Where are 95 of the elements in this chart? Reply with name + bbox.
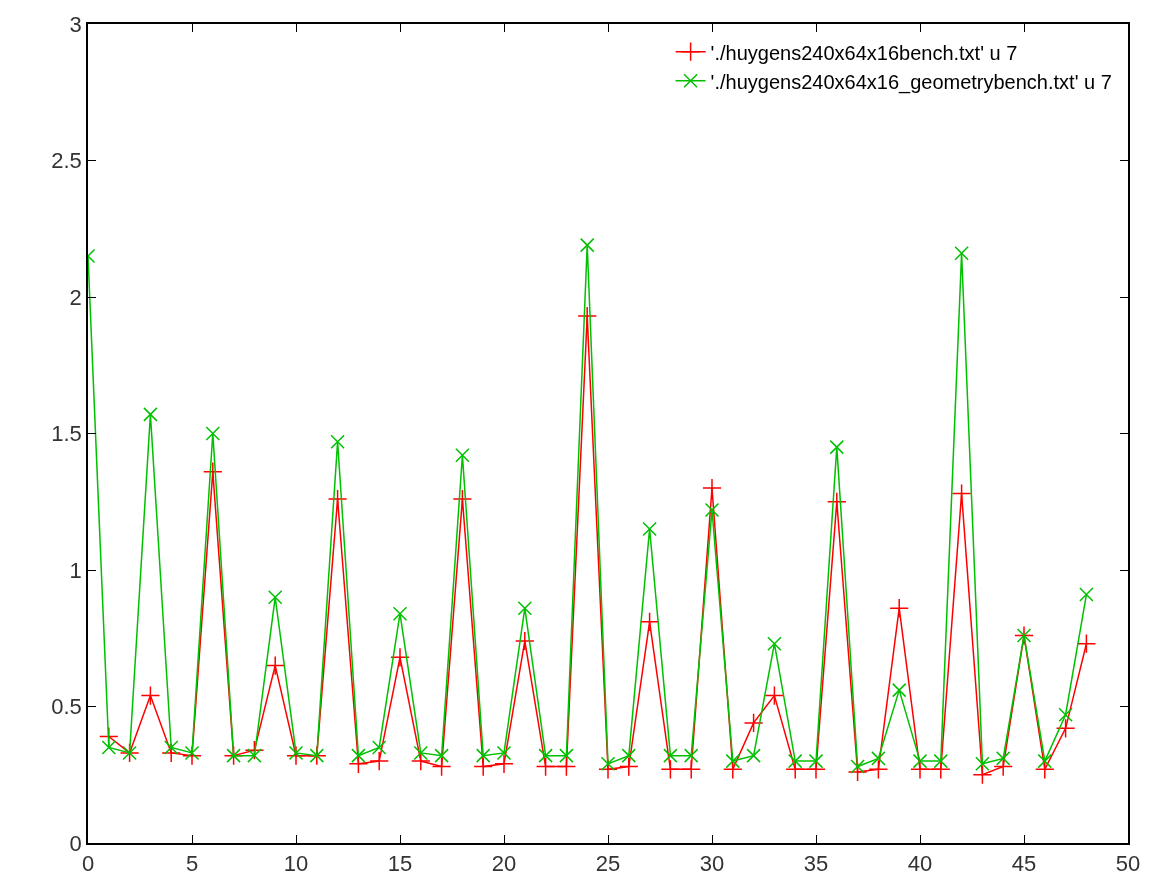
x-tick-label: 20 xyxy=(491,851,517,877)
point xyxy=(431,756,452,777)
point xyxy=(663,748,678,763)
point xyxy=(205,426,221,441)
point xyxy=(413,745,429,761)
x-tick-label: 5 xyxy=(185,851,199,877)
point xyxy=(618,756,639,777)
point xyxy=(517,600,533,616)
point xyxy=(514,631,535,651)
point xyxy=(327,489,348,509)
point xyxy=(995,751,1011,766)
y-tick-label: 0 xyxy=(69,830,82,856)
point xyxy=(579,237,595,253)
point xyxy=(743,713,764,733)
point xyxy=(725,753,741,769)
y-tick-label: 0.5 xyxy=(51,694,82,720)
point xyxy=(868,759,889,780)
point xyxy=(912,753,928,769)
point xyxy=(371,740,387,755)
point xyxy=(972,764,993,785)
point xyxy=(600,756,616,772)
y-tick-label: 2 xyxy=(69,284,82,310)
x-tick-label: 15 xyxy=(387,851,413,877)
point xyxy=(871,751,886,766)
y-tick-label: 2.5 xyxy=(51,148,82,174)
point xyxy=(954,246,969,261)
y-tick-label: 1.5 xyxy=(51,421,82,447)
point xyxy=(621,748,637,763)
point xyxy=(392,606,408,621)
point xyxy=(1076,633,1097,654)
point xyxy=(494,753,514,774)
point xyxy=(559,748,574,763)
point xyxy=(683,748,699,763)
point xyxy=(244,740,265,761)
point xyxy=(351,748,366,763)
point xyxy=(535,756,556,777)
point xyxy=(288,745,304,761)
point xyxy=(369,751,390,771)
x-tick-label: 40 xyxy=(907,851,933,877)
point xyxy=(390,647,410,668)
point xyxy=(808,753,824,769)
point xyxy=(930,759,951,780)
point xyxy=(829,439,845,455)
point xyxy=(247,748,262,763)
point xyxy=(1034,759,1055,780)
y-tick-label: 3 xyxy=(69,11,82,37)
x-tick-label: 30 xyxy=(699,851,725,877)
point xyxy=(891,682,907,698)
point xyxy=(642,521,657,537)
point xyxy=(184,745,200,761)
point xyxy=(163,740,179,755)
point xyxy=(660,759,681,780)
point xyxy=(889,598,910,619)
x-tick-label: 50 xyxy=(1115,851,1141,877)
point xyxy=(746,748,761,763)
point xyxy=(1037,753,1053,769)
x-tick-label: 25 xyxy=(595,851,621,877)
point xyxy=(850,759,865,774)
point xyxy=(182,745,202,766)
point xyxy=(787,753,803,769)
point xyxy=(98,726,119,747)
point xyxy=(473,756,494,777)
x-tick-label: 35 xyxy=(803,851,829,877)
legend-label: './huygens240x64x16_geometrybench.txt' u 7 xyxy=(710,70,1112,94)
point xyxy=(330,434,345,449)
point xyxy=(143,407,158,422)
point xyxy=(410,751,431,771)
point xyxy=(681,759,702,780)
x-tick-label: 10 xyxy=(283,851,309,877)
point xyxy=(265,655,286,676)
point xyxy=(722,759,743,780)
point xyxy=(764,685,785,706)
point xyxy=(639,612,660,632)
point xyxy=(975,756,990,772)
point xyxy=(101,740,117,755)
point xyxy=(704,502,720,518)
x-tick-label: 45 xyxy=(1011,851,1037,877)
legend-label: './huygens240x64x16bench.txt' u 7 xyxy=(710,41,1018,64)
point xyxy=(556,756,577,777)
point xyxy=(1079,587,1094,602)
point xyxy=(933,753,949,769)
point xyxy=(1058,707,1073,722)
point xyxy=(434,748,449,763)
point xyxy=(267,590,283,605)
point xyxy=(1055,718,1076,739)
point xyxy=(577,306,598,326)
point xyxy=(951,483,972,504)
y-tick-label: 1 xyxy=(69,557,82,583)
point xyxy=(455,448,470,463)
point xyxy=(452,489,473,509)
point xyxy=(496,745,512,761)
point xyxy=(140,685,161,706)
point xyxy=(538,748,553,763)
point xyxy=(475,748,491,763)
point xyxy=(767,636,782,651)
